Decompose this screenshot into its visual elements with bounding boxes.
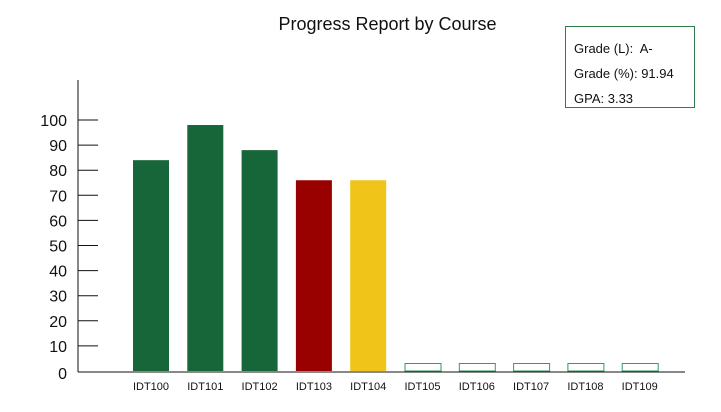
- y-tick-label: 80: [49, 163, 67, 180]
- grade-letter-label: Grade (L):: [574, 41, 634, 56]
- x-tick-label: IDT103: [296, 381, 332, 393]
- y-tick-label: 30: [49, 289, 67, 306]
- y-tick-label: 60: [49, 213, 67, 230]
- x-axis: IDT100 IDT101 IDT102 IDT103 IDT104 IDT105 IDT1…: [78, 371, 685, 393]
- y-tick-label: 90: [49, 138, 67, 155]
- bar-idt108: [567, 363, 605, 372]
- bar-idt102: [241, 150, 278, 371]
- y-tick-label: 20: [49, 314, 67, 331]
- x-tick-label: IDT100: [133, 381, 169, 393]
- x-tick-label: IDT107: [513, 381, 549, 393]
- grade-letter-value: A-: [639, 41, 653, 56]
- grade-percent-row: Grade (%): 91.94: [574, 61, 694, 86]
- y-tick-label: 70: [49, 188, 67, 205]
- x-tick-label: IDT106: [459, 381, 495, 393]
- grade-percent-label: Grade (%):: [574, 66, 638, 81]
- x-tick-label: IDT101: [187, 381, 223, 393]
- y-axis: 0 10 20 30 40 50 60 70 80 90 100: [40, 80, 98, 383]
- x-tick-label: IDT105: [404, 381, 440, 393]
- bar-idt109: [621, 363, 659, 372]
- x-tick-label: IDT102: [242, 381, 278, 393]
- y-tick-label: 10: [49, 339, 67, 356]
- chart-title: Progress Report by Course: [278, 14, 497, 34]
- gpa-value: 3.33: [607, 91, 634, 106]
- grade-summary-box: Grade (L): A- Grade (%): 91.94 GPA: 3.33: [565, 26, 695, 108]
- y-tick-label: 0: [58, 366, 67, 383]
- y-tick-label: 50: [49, 239, 67, 256]
- y-tick-label: 100: [40, 113, 67, 130]
- x-tick-label: IDT104: [350, 381, 386, 393]
- gpa-row: GPA: 3.33: [574, 86, 694, 111]
- x-tick-label: IDT109: [622, 381, 658, 393]
- bar-idt100: [133, 160, 169, 371]
- bars: [133, 125, 659, 372]
- bar-idt104: [350, 180, 387, 371]
- bar-idt105: [404, 363, 442, 372]
- gpa-label: GPA:: [574, 91, 605, 106]
- bar-idt107: [513, 363, 551, 372]
- y-tick-label: 40: [49, 264, 67, 281]
- grade-letter-row: Grade (L): A-: [574, 36, 694, 61]
- bar-idt101: [187, 125, 224, 372]
- bar-idt103: [295, 180, 332, 371]
- x-tick-label: IDT108: [567, 381, 603, 393]
- grade-percent-value: 91.94: [641, 66, 674, 81]
- bar-idt106: [458, 363, 496, 372]
